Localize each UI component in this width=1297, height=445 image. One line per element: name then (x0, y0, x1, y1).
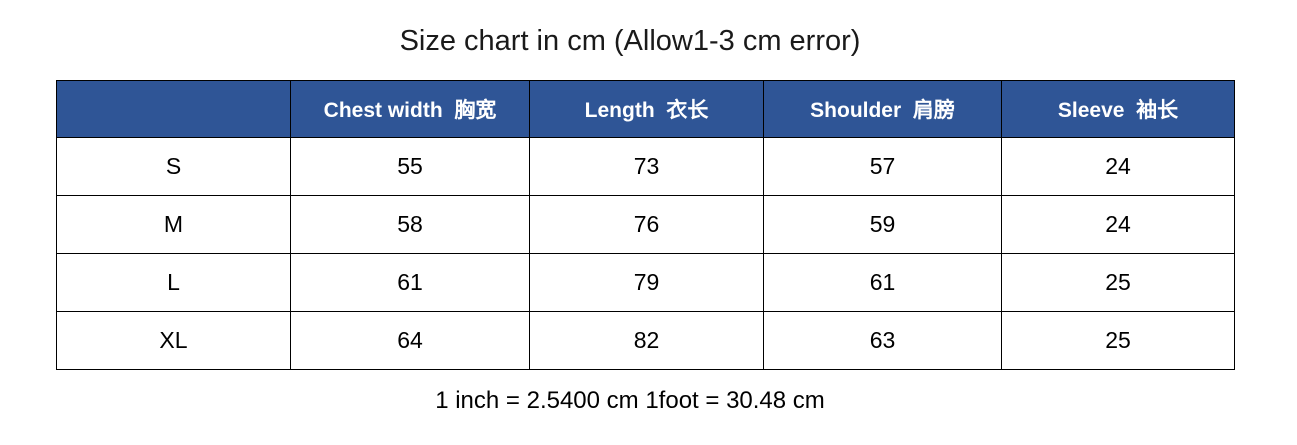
table-row-m: M 58 76 59 24 (56, 194, 1235, 254)
size-label: L (56, 252, 291, 312)
size-chart-sheet: Size chart in cm (Allow1-3 cm error) Che… (0, 24, 1260, 415)
size-label: S (56, 136, 291, 196)
sleeve-value: 24 (1001, 194, 1235, 254)
header-cell-size (56, 79, 291, 138)
sleeve-value: 25 (1001, 310, 1235, 370)
page-title: Size chart in cm (Allow1-3 cm error) (399, 25, 861, 57)
length-value: 76 (529, 194, 764, 254)
shoulder-value: 63 (763, 310, 1002, 370)
chest-width-value: 61 (290, 252, 530, 312)
size-label: M (56, 194, 291, 254)
sleeve-value: 24 (1001, 136, 1235, 196)
header-cell-length: Length 衣长 (529, 79, 764, 138)
header-cell-chest-width: Chest width 胸宽 (290, 79, 530, 138)
unit-conversion-note: 1 inch = 2.5400 cm 1foot = 30.48 cm (435, 386, 825, 414)
sleeve-value: 25 (1001, 252, 1235, 312)
table-row-xl: XL 64 82 63 25 (56, 310, 1235, 370)
size-chart-table: Chest width 胸宽 Length 衣长 Shoulder 肩膀 Sle… (56, 79, 1235, 370)
table-row-s: S 55 73 57 24 (56, 136, 1235, 196)
size-label: XL (56, 310, 291, 370)
length-value: 79 (529, 252, 764, 312)
shoulder-value: 57 (763, 136, 1002, 196)
header-row: Chest width 胸宽 Length 衣长 Shoulder 肩膀 Sle… (56, 79, 1235, 138)
chest-width-value: 58 (290, 194, 530, 254)
header-cell-sleeve: Sleeve 袖长 (1001, 79, 1235, 138)
length-value: 82 (529, 310, 764, 370)
length-value: 73 (529, 136, 764, 196)
header-cell-shoulder: Shoulder 肩膀 (763, 79, 1002, 138)
table-row-l: L 61 79 61 25 (56, 252, 1235, 312)
shoulder-value: 59 (763, 194, 1002, 254)
chest-width-value: 55 (290, 136, 530, 196)
chest-width-value: 64 (290, 310, 530, 370)
shoulder-value: 61 (763, 252, 1002, 312)
